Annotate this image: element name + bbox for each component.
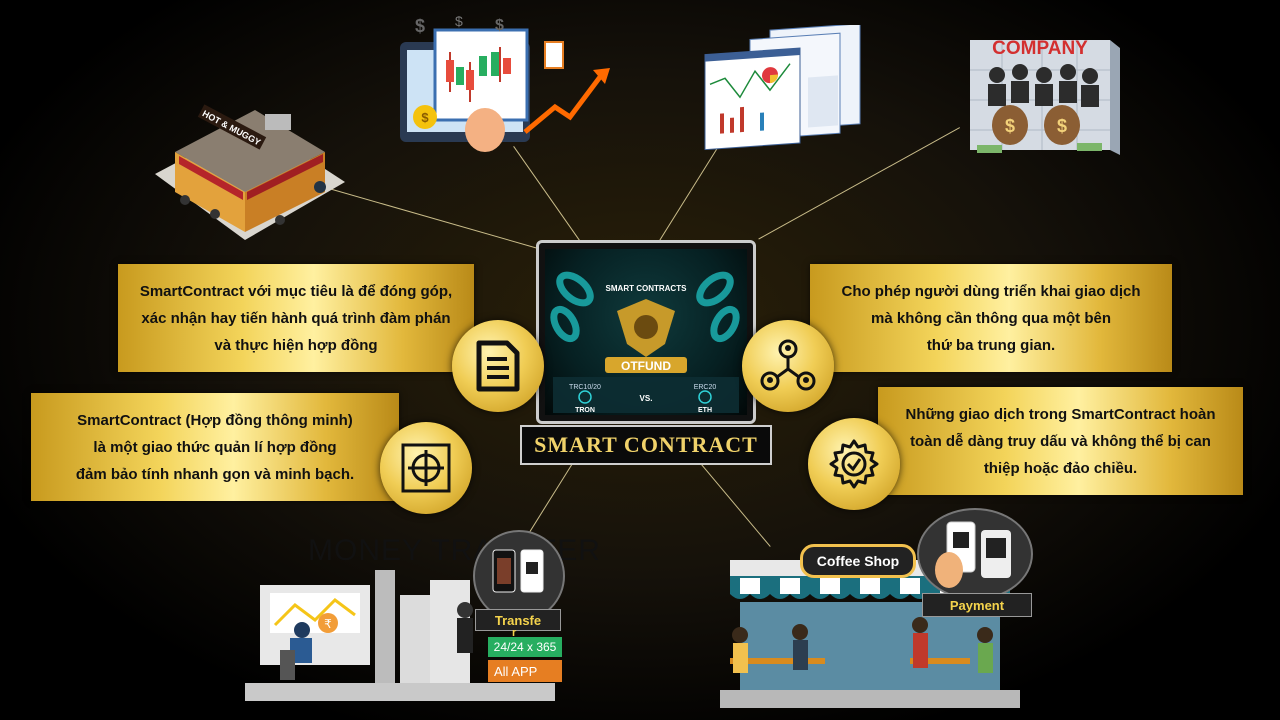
transfer-app: All APP: [488, 660, 562, 682]
info-box-line: toàn dễ dàng truy dấu và không thể bị ca…: [910, 432, 1211, 450]
laptop-screen: SMART CONTRACTS OTFUND TRC10/20 ERC20 VS…: [545, 249, 747, 415]
info-box-line: là một giao thức quản lí hợp đồng: [93, 438, 337, 456]
document-circle: [452, 320, 544, 412]
network-users-icon: [760, 339, 816, 391]
brand-label: OTFUND: [621, 359, 671, 373]
trading-chart-illustration: $ $ $ $: [400, 13, 610, 152]
info-box-line: đảm bảo tính nhanh gọn và minh bạch.: [75, 465, 355, 483]
svg-text:$: $: [415, 16, 425, 36]
target-circle: [380, 422, 472, 514]
info-box-top-right: Cho phép người dùng triển khai giao dịch…: [810, 264, 1172, 372]
screen-title: SMART CONTRACTS: [606, 284, 688, 293]
phones-icon: [492, 549, 544, 593]
connector-line: [658, 147, 718, 242]
info-box-line: thứ ba trung gian.: [926, 336, 1056, 354]
gear-circle: [808, 418, 900, 510]
center-laptop: SMART CONTRACTS OTFUND TRC10/20 ERC20 VS…: [536, 240, 756, 424]
connector-line: [525, 461, 574, 539]
coffee-shop-sign: Coffee Shop: [800, 544, 916, 578]
info-box-line: xác nhận hay tiến hành quá trình đàm phá…: [141, 309, 451, 327]
left-token-label: TRON: [575, 407, 595, 414]
info-box-line: mà không cần thông qua một bên: [871, 309, 1111, 327]
info-box-line: và thực hiện hợp đồng: [214, 336, 378, 354]
hot-muggy-shop-illustration: HOT & MUGGY: [155, 104, 345, 240]
transfer-label: Transfe: [475, 609, 561, 631]
document-icon: [476, 340, 520, 392]
info-box-line: SmartContract với mục tiêu là để đóng gó…: [139, 282, 453, 300]
svg-text:$: $: [455, 13, 463, 29]
payment-circle: [917, 508, 1033, 600]
svg-text:$: $: [495, 17, 504, 34]
network-circle: [742, 320, 834, 412]
gear-check-icon: [829, 439, 879, 489]
smart-contract-title: SMART CONTRACT: [520, 425, 772, 465]
phone-circle: [473, 530, 565, 622]
connector-line: [699, 462, 771, 547]
svg-text:$: $: [1057, 116, 1067, 136]
info-box-top-left: SmartContract với mục tiêu là để đóng gó…: [118, 264, 474, 372]
info-box-line: SmartContract (Hợp đồng thông minh): [77, 411, 353, 429]
transfer-hours: 24/24 x 365: [488, 637, 562, 657]
svg-text:$: $: [1005, 116, 1015, 136]
smart-contract-emblem: SMART CONTRACTS OTFUND TRC10/20 ERC20 VS…: [550, 271, 740, 414]
info-box-line: Những giao dịch trong SmartContract hoàn: [905, 405, 1216, 423]
analytics-software-illustration: [704, 25, 861, 150]
company-illustration: COMPANY $ $: [970, 38, 1120, 155]
payment-label: Payment: [922, 593, 1032, 617]
transfer-label-tail: r: [512, 627, 517, 639]
versus-label: VS.: [640, 394, 653, 403]
svg-text:$: $: [421, 110, 429, 125]
info-box-line: thiệp hoặc đảo chiều.: [983, 459, 1138, 477]
connector-line: [321, 186, 544, 251]
target-icon: [401, 443, 451, 493]
left-token-standard: TRC10/20: [569, 384, 601, 391]
right-token-standard: ERC20: [694, 384, 717, 391]
svg-text:₹: ₹: [324, 617, 332, 631]
info-box-mid-right: Những giao dịch trong SmartContract hoàn…: [878, 387, 1243, 495]
payment-terminal-icon: [935, 521, 1011, 588]
company-sign: COMPANY: [992, 38, 1088, 59]
right-token-label: ETH: [698, 407, 712, 414]
info-box-line: Cho phép người dùng triển khai giao dịch: [841, 282, 1141, 300]
info-box-mid-left: SmartContract (Hợp đồng thông minh) là m…: [31, 393, 399, 501]
money-transfer-illustration: ₹: [245, 570, 555, 701]
connector-line: [513, 146, 583, 245]
